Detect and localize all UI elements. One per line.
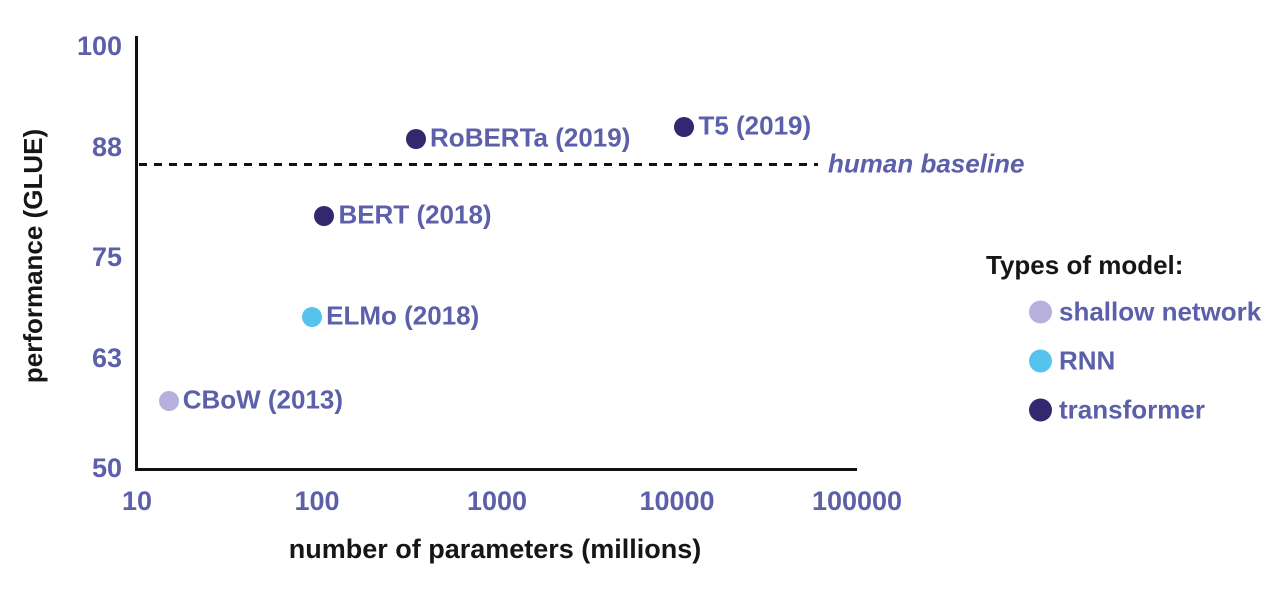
legend-item-label: transformer [1059, 394, 1205, 425]
data-point-dot [406, 129, 427, 150]
x-axis-title: number of parameters (millions) [288, 534, 702, 564]
legend-item-label: shallow network [1059, 296, 1262, 327]
x-tick-label: 100 [294, 486, 340, 516]
data-point-label: T5 (2019) [698, 110, 812, 141]
data-point-dot [158, 391, 179, 412]
legend-dot-icon [1029, 300, 1052, 324]
data-point-dot [674, 116, 695, 137]
data-point-dot [314, 205, 335, 226]
x-axis-line [135, 468, 857, 471]
y-axis-line [135, 36, 138, 471]
y-tick-label: 75 [91, 241, 122, 272]
legend-title: Types of model: [986, 250, 1184, 280]
y-tick-label: 100 [76, 30, 122, 61]
data-point-label: RoBERTa (2019) [430, 122, 631, 153]
data-point-label: CBoW (2013) [182, 384, 344, 415]
human-baseline-line [139, 163, 818, 167]
legend-item: shallow network [1029, 297, 1261, 328]
y-tick-label: 63 [91, 343, 122, 374]
x-tick-label: 10000 [639, 486, 715, 516]
y-tick-label: 50 [91, 452, 122, 483]
y-tick-label: 88 [91, 131, 122, 162]
legend-item-label: RNN [1059, 345, 1116, 376]
legend-dot-icon [1029, 349, 1052, 373]
legend-dot-icon [1029, 398, 1052, 422]
data-point-label: BERT (2018) [338, 198, 492, 229]
legend-item: RNN [1029, 346, 1115, 377]
x-tick-label: 1000 [466, 486, 528, 516]
data-point-label: ELMo (2018) [326, 300, 480, 331]
x-tick-label: 100000 [811, 486, 903, 516]
human-baseline-label: human baseline [828, 148, 1025, 179]
data-point-dot [302, 306, 323, 327]
x-tick-label: 10 [121, 486, 153, 516]
legend-item: transformer [1029, 395, 1205, 426]
